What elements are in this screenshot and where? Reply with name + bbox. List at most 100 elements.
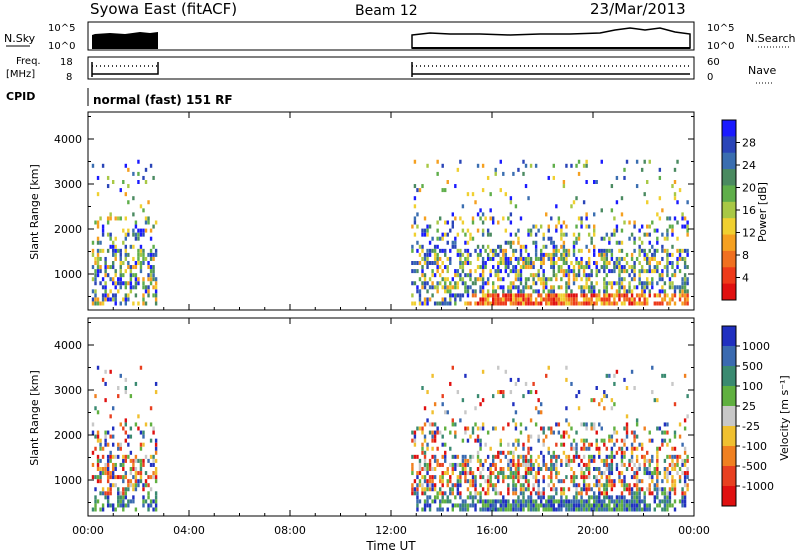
heatmap-cell [666, 269, 669, 274]
heatmap-cell [149, 462, 153, 467]
heatmap-cell [613, 232, 616, 237]
heatmap-cell [547, 252, 550, 257]
heatmap-cell [514, 301, 518, 306]
heatmap-cell [114, 293, 117, 298]
heatmap-cell [111, 180, 115, 184]
heatmap-cell [590, 454, 593, 459]
heatmap-cell [552, 285, 555, 290]
heatmap-cell [572, 277, 576, 282]
heatmap-cell [666, 261, 669, 265]
heatmap-cell [537, 507, 540, 512]
heatmap-cell [656, 467, 659, 471]
heatmap-cell [580, 507, 583, 512]
heatmap-cell [651, 220, 654, 225]
y-tick-label: 1000 [54, 474, 82, 487]
heatmap-cell [638, 277, 641, 282]
heatmap-cell [454, 269, 457, 274]
heatmap-cell [585, 265, 588, 270]
heatmap-cell [459, 261, 462, 265]
noise-right-tick-top: 10^5 [707, 23, 734, 34]
heatmap-cell [623, 175, 626, 180]
heatmap-cell [585, 224, 588, 229]
heatmap-cell [492, 471, 495, 476]
heatmap-cell [117, 503, 120, 508]
heatmap-cell [479, 208, 482, 213]
heatmap-cell [423, 450, 427, 455]
heatmap-cell [610, 495, 614, 500]
heatmap-cell [519, 491, 523, 496]
heatmap-cell [567, 281, 571, 286]
heatmap-cell [111, 261, 115, 265]
heatmap-cell [449, 281, 452, 286]
heatmap-cell [603, 281, 606, 286]
heatmap-cell [557, 248, 561, 253]
heatmap-cell [142, 281, 145, 286]
heatmap-cell [615, 467, 619, 471]
heatmap-cell [416, 285, 419, 290]
heatmap-cell [638, 462, 641, 467]
heatmap-cell [565, 256, 568, 261]
heatmap-cell [502, 289, 505, 294]
heatmap-cell [517, 236, 520, 241]
heatmap-cell [529, 495, 533, 500]
heatmap-cell [416, 507, 419, 512]
heatmap-cell [600, 248, 603, 253]
heatmap-cell [481, 228, 485, 233]
heatmap-cell [428, 507, 432, 512]
heatmap-cell [618, 285, 621, 290]
heatmap-cell [587, 285, 591, 290]
heatmap-cell [585, 422, 588, 427]
heatmap-cell [572, 273, 576, 278]
heatmap-cell [94, 269, 97, 274]
heatmap-cell [656, 261, 659, 265]
heatmap-cell [598, 297, 601, 302]
heatmap-cell [545, 277, 548, 282]
heatmap-cell [479, 499, 482, 504]
heatmap-cell [91, 301, 95, 306]
heatmap-cell [555, 475, 558, 480]
heatmap-cell [459, 293, 462, 298]
heatmap-cell [653, 483, 656, 488]
heatmap-cell [587, 454, 591, 459]
heatmap-cell [598, 503, 601, 508]
heatmap-cell [132, 196, 135, 201]
heatmap-cell [132, 212, 135, 217]
heatmap-cell [517, 462, 520, 467]
heatmap-cell [598, 293, 601, 298]
heatmap-cell [129, 471, 133, 476]
heatmap-cell [481, 398, 485, 403]
heatmap-cell [451, 471, 454, 476]
heatmap-cell [643, 285, 646, 290]
heatmap-cell [469, 273, 472, 278]
heatmap-cell [572, 293, 576, 298]
heatmap-cell [444, 188, 447, 193]
heatmap-cell [613, 265, 616, 270]
heatmap-cell [423, 261, 427, 265]
heatmap-cell [101, 454, 105, 459]
heatmap-cell [433, 422, 437, 427]
heatmap-cell [570, 446, 573, 451]
heatmap-cell [653, 269, 656, 274]
heatmap-cell [648, 475, 651, 480]
heatmap-cell [527, 446, 530, 451]
heatmap-cell [638, 228, 641, 233]
heatmap-cell [492, 487, 495, 492]
heatmap-cell [99, 281, 102, 286]
heatmap-cell [484, 442, 487, 447]
heatmap-cell [438, 475, 442, 480]
colorbar-segment [722, 426, 736, 447]
heatmap-cell [633, 285, 636, 290]
heatmap-cell [474, 507, 477, 512]
heatmap-cell [431, 434, 434, 439]
heatmap-cell [666, 422, 669, 427]
heatmap-cell [99, 256, 102, 261]
heatmap-cell [497, 265, 500, 270]
heatmap-cell [593, 248, 596, 253]
heatmap-cell [605, 285, 609, 290]
heatmap-cell [557, 220, 561, 225]
heatmap-cell [421, 450, 424, 455]
heatmap-cell [625, 499, 629, 504]
heatmap-cell [529, 285, 533, 290]
heatmap-cell [593, 289, 596, 294]
heatmap-cell [139, 269, 143, 274]
